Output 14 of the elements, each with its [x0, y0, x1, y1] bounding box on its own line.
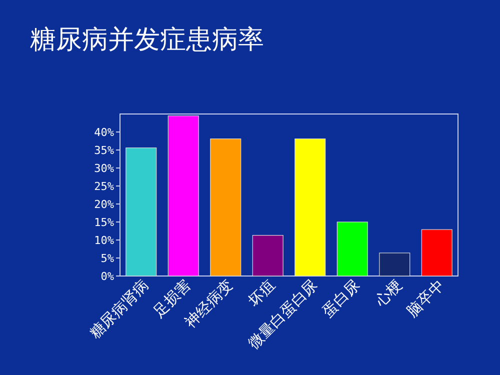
y-tick-label: 5%: [100, 252, 114, 265]
y-tick-label: 20%: [94, 198, 114, 211]
y-tick-label: 0%: [100, 270, 114, 283]
y-tick-label: 10%: [94, 234, 114, 247]
y-tick-label: 30%: [94, 162, 114, 175]
x-tick-label: 坏疽: [244, 276, 279, 311]
x-tick-label: 脑卒中: [403, 276, 448, 321]
y-tick-label: 40%: [94, 126, 114, 139]
x-tick-label: 蛋白尿: [318, 276, 364, 321]
y-tick-label: 15%: [94, 216, 114, 229]
chart-title: 糖尿病并发症患病率: [30, 25, 264, 55]
x-tick-label: 心梗: [370, 276, 406, 311]
y-tick-label: 25%: [94, 180, 114, 193]
y-tick-label: 35%: [94, 144, 114, 157]
